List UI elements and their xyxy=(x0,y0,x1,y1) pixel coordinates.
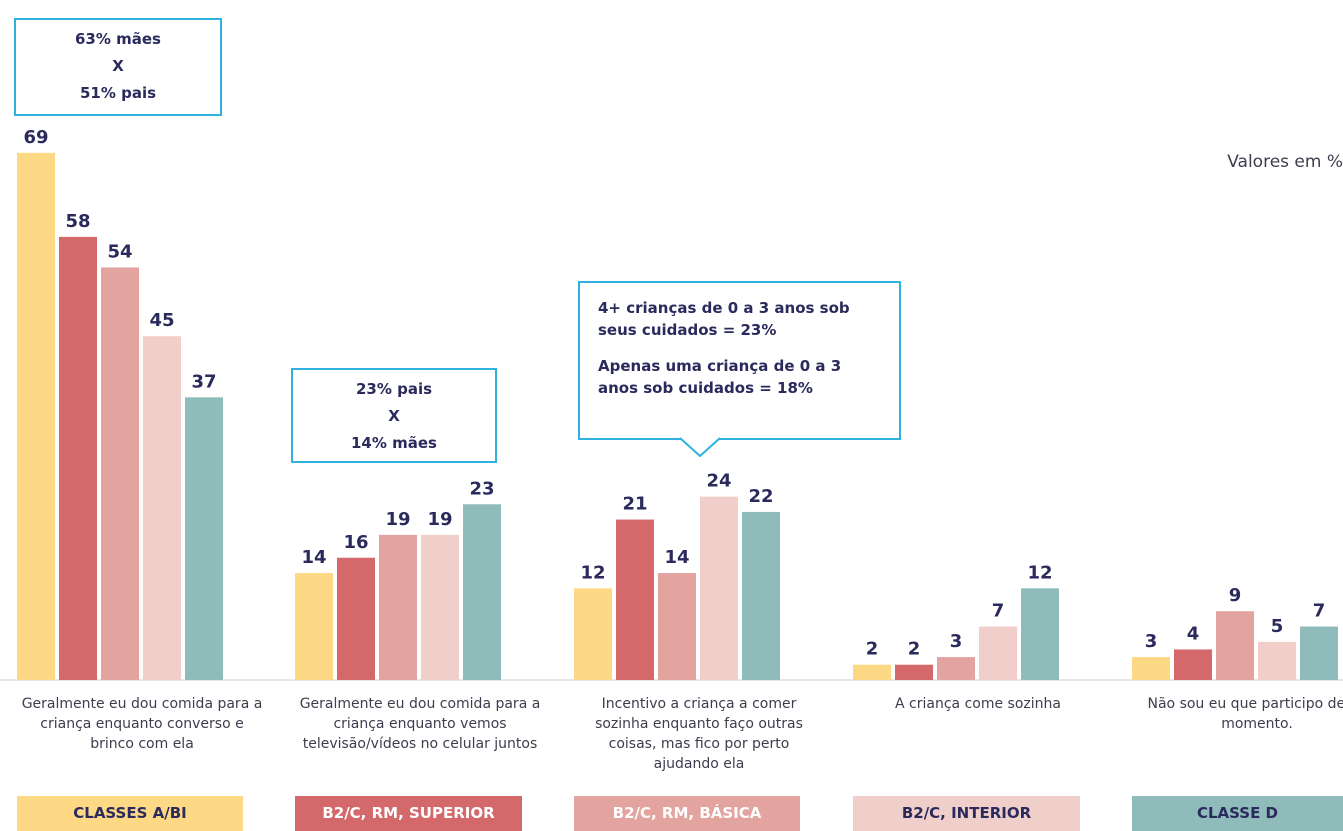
bar xyxy=(1174,649,1212,680)
bar xyxy=(1258,641,1296,680)
bar xyxy=(1021,588,1059,680)
value-label: 23 xyxy=(469,478,494,499)
bar xyxy=(742,511,780,680)
value-label: 58 xyxy=(65,211,90,232)
bar xyxy=(895,664,933,680)
value-label: 12 xyxy=(1027,562,1052,583)
value-label: 4 xyxy=(1187,623,1200,644)
value-label: 19 xyxy=(385,509,410,530)
callout-pointer xyxy=(680,437,720,457)
annotation-box: 4+ crianças de 0 a 3 anos sob seus cuida… xyxy=(578,281,901,440)
value-label: 37 xyxy=(191,371,216,392)
unit-note: Valores em % xyxy=(1227,152,1343,172)
bar xyxy=(658,573,696,680)
value-label: 69 xyxy=(23,127,48,148)
legend-item: B2/C, RM, SUPERIOR xyxy=(295,796,522,831)
annotation-box: 63% mães X 51% pais xyxy=(14,18,222,116)
legend-item: CLASSES A/BI xyxy=(17,796,243,831)
annotation-text: 23% pais xyxy=(355,380,433,398)
value-label: 2 xyxy=(908,639,921,660)
value-label: 3 xyxy=(1145,631,1158,652)
bar xyxy=(1132,657,1170,680)
bar xyxy=(616,519,654,680)
annotation-text: 4+ crianças de 0 a 3 anos sob seus cuida… xyxy=(598,299,850,339)
value-label: 22 xyxy=(748,486,773,507)
value-label: 12 xyxy=(580,562,605,583)
value-label: 7 xyxy=(1313,601,1326,622)
bar xyxy=(853,664,891,680)
value-label: 2 xyxy=(866,639,879,660)
bar xyxy=(143,336,181,680)
value-label: 54 xyxy=(107,241,132,262)
value-label: 7 xyxy=(992,601,1005,622)
bar xyxy=(185,397,223,680)
category-label: Incentivo a criança a comer sozinha enqu… xyxy=(595,696,803,772)
value-label: 21 xyxy=(622,494,647,515)
annotation-text: X xyxy=(112,57,124,75)
value-label: 9 xyxy=(1229,585,1242,606)
category-label: Geralmente eu dou comida para a criança … xyxy=(299,696,541,752)
bar xyxy=(574,588,612,680)
bar xyxy=(379,534,417,680)
bar xyxy=(421,534,459,680)
value-label: 14 xyxy=(664,547,689,568)
bar xyxy=(17,152,55,681)
bar xyxy=(937,657,975,680)
annotation-box: 23% pais X 14% mães xyxy=(291,368,497,463)
category-label: Não sou eu que participo deste momento. xyxy=(1147,696,1343,732)
bar xyxy=(979,626,1017,680)
value-label: 19 xyxy=(427,509,452,530)
annotation-text: 14% mães xyxy=(351,434,437,452)
bar xyxy=(700,496,738,680)
annotation-text: X xyxy=(388,407,400,425)
category-label: A criança come sozinha xyxy=(895,696,1061,712)
bar xyxy=(337,557,375,680)
value-label: 14 xyxy=(301,547,326,568)
value-label: 45 xyxy=(149,310,174,331)
bar xyxy=(1300,626,1338,680)
legend-item: CLASSE D xyxy=(1132,796,1343,831)
legend-item: B2/C, INTERIOR xyxy=(853,796,1080,831)
bar xyxy=(59,236,97,680)
value-label: 24 xyxy=(706,471,731,492)
value-label: 16 xyxy=(343,532,368,553)
bar xyxy=(463,504,501,680)
bar xyxy=(1216,611,1254,680)
legend-item: B2/C, RM, BÁSICA xyxy=(574,796,800,831)
category-label: Geralmente eu dou comida para a criança … xyxy=(21,696,263,752)
bar xyxy=(101,267,139,680)
value-label: 3 xyxy=(950,631,963,652)
annotation-text: 63% mães xyxy=(75,30,161,48)
annotation-text: Apenas uma criança de 0 a 3 anos sob cui… xyxy=(598,357,842,397)
annotation-text: 51% pais xyxy=(79,84,157,102)
value-label: 5 xyxy=(1271,616,1284,637)
bar xyxy=(295,573,333,680)
